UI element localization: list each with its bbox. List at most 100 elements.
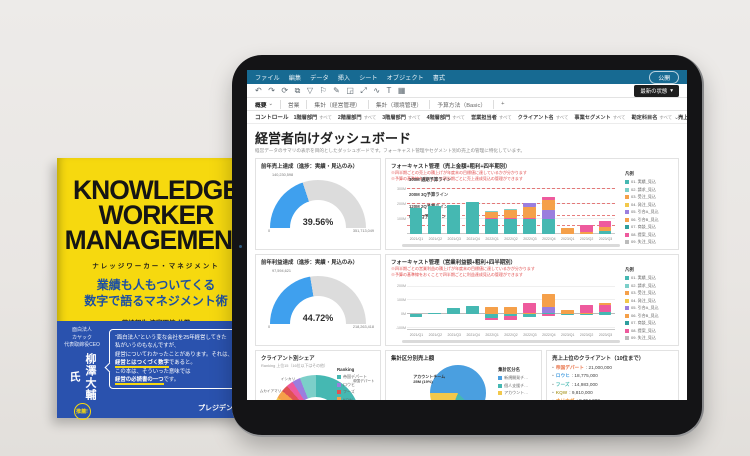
chevron-down-icon[interactable]: ⌄ [673,114,679,121]
menu-item[interactable]: 書式 [432,74,446,82]
text-icon[interactable]: T [386,85,392,95]
trend-icon[interactable]: ∿ [373,85,381,95]
tab-1[interactable]: 概要 ⌄ [255,99,281,109]
bar-segment[interactable] [579,225,593,232]
legend-item[interactable]: 05. 引合A_見込 [625,209,675,215]
bar-segment[interactable] [523,217,536,220]
filter-chip[interactable]: 2階層部門 すべて [337,114,377,121]
bar-segment[interactable] [409,314,423,318]
menu-item[interactable]: 編集 [288,74,302,82]
bar-segment[interactable] [523,314,536,318]
filter-chip[interactable]: 営業担当者 すべて [470,114,512,121]
tab-2[interactable]: 営業 [288,99,308,109]
bar-segment[interactable] [598,231,612,234]
legend-item[interactable]: 08. 提案_見込 [625,328,675,334]
filter-chip[interactable]: クライアント名 すべて [517,114,569,121]
filter-chip[interactable]: 4階層部門 すべて [426,114,465,121]
legend-item[interactable]: 02. 請求_見込 [625,187,675,193]
highlight-icon[interactable]: ✎ [333,85,340,95]
legend-item[interactable]: 06. 引合B_見込 [625,313,675,319]
legend-item[interactable]: 06. 引合B_見込 [625,217,675,223]
bar-segment[interactable] [598,305,612,313]
bar-segment[interactable] [541,294,555,307]
format-icon[interactable]: ◲ [346,85,354,95]
menu-item[interactable]: 挿入 [337,74,351,82]
legend-item[interactable]: 02. 請求_見込 [625,283,675,289]
legend-item[interactable]: KQW [337,397,377,400]
bar-segment[interactable] [579,312,593,315]
bar-segment[interactable] [485,211,498,219]
bar-segment[interactable] [447,307,461,315]
flag-icon[interactable]: ⚐ [319,85,327,95]
grid-icon[interactable]: ▦ [397,85,406,95]
bar-segment[interactable] [447,204,461,234]
client-list-item[interactable]: • フーズ: 14,983,000 [552,381,598,387]
bar-segment[interactable] [504,315,517,320]
bar-segment[interactable] [428,313,442,315]
bar-segment[interactable] [560,228,574,234]
bar-segment[interactable] [523,219,536,234]
filter-chip[interactable]: 3階層部門 すべて [382,114,421,121]
legend-item[interactable]: 帝国デパート [337,374,377,380]
bar-segment[interactable] [466,305,480,315]
tab-3[interactable]: 集計（経営管理） [314,99,369,109]
bar-segment[interactable] [541,218,555,234]
legend-item[interactable]: 09. 失注_見込 [625,239,675,245]
menu-item[interactable]: シート [359,74,378,82]
undo-icon[interactable]: ↶ [255,85,262,95]
bar-segment[interactable] [428,205,442,234]
legend-item[interactable]: 01. 実績_見込 [625,179,675,185]
legend-item[interactable]: 05. 引合A_見込 [625,305,675,311]
legend-item[interactable]: アカウント… [498,390,538,396]
bar-segment[interactable] [523,203,536,208]
legend-item[interactable]: 04. 発注_見込 [625,202,675,208]
legend-item[interactable]: 01. 実績_見込 [625,275,675,281]
bar-segment[interactable] [485,314,498,318]
bar-segment[interactable] [598,226,612,231]
client-list-item[interactable]: • ロウヒ: 18,775,000 [552,373,598,379]
legend-item[interactable]: ロウヒ [337,382,377,388]
menu-item[interactable]: オブジェクト [386,74,424,82]
bar-segment[interactable] [541,314,555,316]
filter-chip[interactable]: 事業セグメント すべて [574,114,626,121]
bar-segment[interactable] [560,314,574,316]
gauge[interactable]: 44.72% [270,276,366,324]
bar-segment[interactable] [541,306,555,313]
filter-chip[interactable]: 勘定科目名 すべて [631,114,673,121]
bar-segment[interactable] [598,303,612,306]
bar-segment[interactable] [598,220,612,227]
bar-segment[interactable] [598,314,612,316]
bar-segment[interactable] [579,314,593,316]
client-list-item[interactable]: • KQW: 9,810,000 [552,390,593,396]
bar-segment[interactable] [541,200,555,211]
legend-item[interactable]: 07. 商談_見込 [625,224,675,230]
bar-segment[interactable] [579,305,593,313]
bar-segment[interactable] [485,219,498,234]
bar-segment[interactable] [485,210,498,212]
tab-5[interactable]: 予算方法（Basic） [437,99,495,109]
horizontal-scrollbar[interactable] [402,244,620,247]
bar-segment[interactable] [485,307,498,315]
bar-segment[interactable] [523,207,536,218]
publish-button[interactable]: 公開 [649,70,679,84]
tab-4[interactable]: 集計（環境管理） [376,99,431,109]
legend-item[interactable]: フーズ [337,389,377,395]
legend-item[interactable]: 新規開発チ… [498,375,538,381]
bar-segment[interactable] [598,312,612,315]
bar-segment[interactable] [504,210,517,218]
bar-segment[interactable] [504,314,517,316]
horizontal-scrollbar[interactable] [402,340,620,343]
legend-item[interactable]: 04. 発注_見込 [625,298,675,304]
legend-item[interactable]: 09. 失注_見込 [625,335,675,341]
fit-icon[interactable]: ⤢ [360,85,367,95]
client-list-item[interactable]: • 帝国デパート: 21,000,000 [552,364,612,370]
menu-item[interactable]: ファイル [255,74,280,82]
client-list-item[interactable]: •オリナガ: 9,764,000 [552,398,673,400]
filter-icon[interactable]: ▽ [306,85,313,95]
legend-item[interactable]: 個人支援チ… [498,383,538,389]
bar-segment[interactable] [579,232,593,234]
bar-segment[interactable] [523,303,536,313]
bar-segment[interactable] [541,210,555,219]
